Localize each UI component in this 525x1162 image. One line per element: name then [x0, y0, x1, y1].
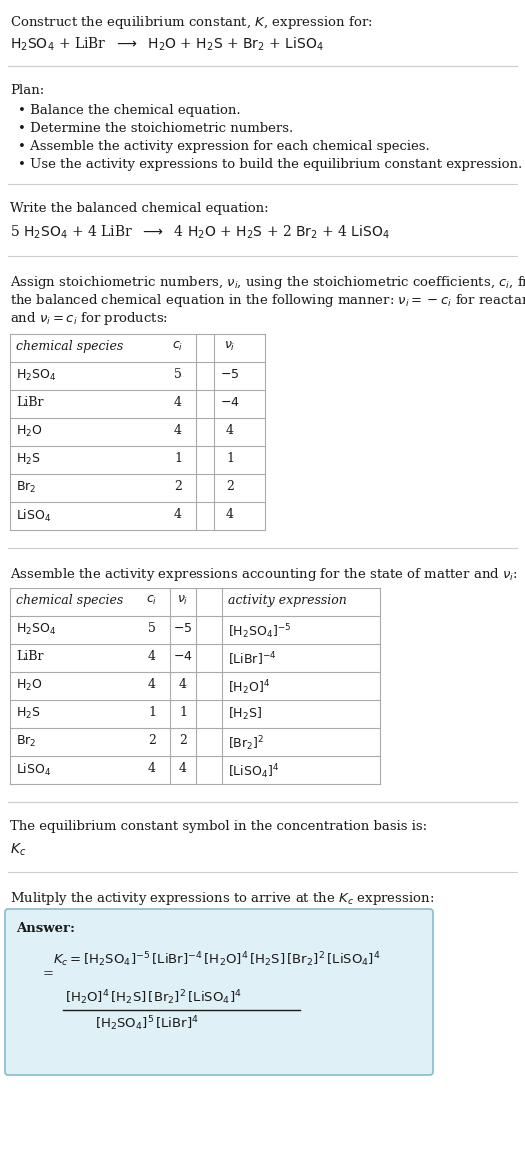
Text: • Assemble the activity expression for each chemical species.: • Assemble the activity expression for e…	[18, 139, 430, 153]
Text: 4: 4	[226, 424, 234, 437]
Text: and $\nu_i = c_i$ for products:: and $\nu_i = c_i$ for products:	[10, 310, 168, 327]
Text: 4: 4	[174, 424, 182, 437]
Text: activity expression: activity expression	[228, 594, 346, 607]
Text: $K_c = [\mathrm{H_2SO_4}]^{-5}\,[\mathrm{LiBr}]^{-4}\,[\mathrm{H_2O}]^{4}\,[\mat: $K_c = [\mathrm{H_2SO_4}]^{-5}\,[\mathrm…	[53, 951, 381, 969]
Text: $\mathrm{H_2SO_4}$ + LiBr  $\longrightarrow$  $\mathrm{H_2O}$ + $\mathrm{H_2S}$ : $\mathrm{H_2SO_4}$ + LiBr $\longrightarr…	[10, 36, 324, 53]
Text: $\nu_i$: $\nu_i$	[224, 340, 236, 353]
Text: $\mathrm{H_2S}$: $\mathrm{H_2S}$	[16, 452, 41, 467]
Text: • Balance the chemical equation.: • Balance the chemical equation.	[18, 105, 240, 117]
Text: $\nu_i$: $\nu_i$	[177, 594, 188, 607]
Text: 5: 5	[148, 622, 156, 634]
Text: the balanced chemical equation in the following manner: $\nu_i = -c_i$ for react: the balanced chemical equation in the fo…	[10, 292, 525, 309]
Text: $-4$: $-4$	[173, 650, 193, 664]
Text: The equilibrium constant symbol in the concentration basis is:: The equilibrium constant symbol in the c…	[10, 820, 427, 833]
Text: $\mathrm{H_2SO_4}$: $\mathrm{H_2SO_4}$	[16, 622, 56, 637]
Text: 5 $\mathrm{H_2SO_4}$ + 4 LiBr  $\longrightarrow$  4 $\mathrm{H_2O}$ + $\mathrm{H: 5 $\mathrm{H_2SO_4}$ + 4 LiBr $\longrigh…	[10, 224, 390, 242]
Text: 1: 1	[148, 706, 156, 719]
Text: LiBr: LiBr	[16, 650, 44, 664]
Text: Assemble the activity expressions accounting for the state of matter and $\nu_i$: Assemble the activity expressions accoun…	[10, 566, 518, 583]
Text: $c_i$: $c_i$	[172, 340, 184, 353]
Text: • Determine the stoichiometric numbers.: • Determine the stoichiometric numbers.	[18, 122, 293, 135]
Text: $\mathrm{H_2S}$: $\mathrm{H_2S}$	[16, 706, 41, 722]
Text: $[\mathrm{H_2S}]$: $[\mathrm{H_2S}]$	[228, 706, 262, 722]
Text: $[\mathrm{H_2SO_4}]^{5}\,[\mathrm{LiBr}]^{4}$: $[\mathrm{H_2SO_4}]^{5}\,[\mathrm{LiBr}]…	[95, 1014, 199, 1033]
Text: Plan:: Plan:	[10, 84, 44, 96]
Text: $[\mathrm{H_2O}]^{4}$: $[\mathrm{H_2O}]^{4}$	[228, 677, 270, 697]
Text: 4: 4	[148, 650, 156, 664]
Text: $[\mathrm{LiSO_4}]^{4}$: $[\mathrm{LiSO_4}]^{4}$	[228, 762, 279, 781]
Text: Answer:: Answer:	[16, 921, 75, 935]
Text: • Use the activity expressions to build the equilibrium constant expression.: • Use the activity expressions to build …	[18, 158, 522, 171]
Text: Write the balanced chemical equation:: Write the balanced chemical equation:	[10, 202, 269, 215]
Text: $c_i$: $c_i$	[146, 594, 158, 607]
Text: $\mathrm{Br_2}$: $\mathrm{Br_2}$	[16, 734, 36, 749]
Text: 4: 4	[226, 508, 234, 521]
FancyBboxPatch shape	[5, 909, 433, 1075]
Text: 4: 4	[148, 677, 156, 691]
Text: $-4$: $-4$	[220, 396, 240, 409]
Text: Mulitply the activity expressions to arrive at the $K_c$ expression:: Mulitply the activity expressions to arr…	[10, 890, 434, 908]
Text: 4: 4	[174, 508, 182, 521]
Text: $K_c$: $K_c$	[10, 842, 26, 859]
Text: $[\mathrm{LiBr}]^{-4}$: $[\mathrm{LiBr}]^{-4}$	[228, 650, 276, 667]
Text: $[\mathrm{H_2SO_4}]^{-5}$: $[\mathrm{H_2SO_4}]^{-5}$	[228, 622, 291, 640]
Text: 4: 4	[179, 762, 187, 775]
Text: 1: 1	[226, 452, 234, 465]
Text: $\mathrm{Br_2}$: $\mathrm{Br_2}$	[16, 480, 36, 495]
Text: 4: 4	[179, 677, 187, 691]
Text: $-5$: $-5$	[173, 622, 193, 634]
Text: LiBr: LiBr	[16, 396, 44, 409]
Text: chemical species: chemical species	[16, 594, 123, 607]
Text: 5: 5	[174, 368, 182, 381]
Text: $-5$: $-5$	[220, 368, 240, 381]
Text: $\mathrm{H_2O}$: $\mathrm{H_2O}$	[16, 677, 43, 693]
Text: 4: 4	[148, 762, 156, 775]
Text: 2: 2	[174, 480, 182, 493]
Text: $\mathrm{LiSO_4}$: $\mathrm{LiSO_4}$	[16, 508, 51, 524]
Text: $\mathrm{H_2O}$: $\mathrm{H_2O}$	[16, 424, 43, 439]
Text: $\mathrm{H_2SO_4}$: $\mathrm{H_2SO_4}$	[16, 368, 56, 383]
Text: 4: 4	[174, 396, 182, 409]
Text: 1: 1	[174, 452, 182, 465]
Text: $\mathrm{LiSO_4}$: $\mathrm{LiSO_4}$	[16, 762, 51, 779]
Text: =: =	[43, 968, 54, 981]
Text: 1: 1	[179, 706, 187, 719]
Text: Construct the equilibrium constant, $K$, expression for:: Construct the equilibrium constant, $K$,…	[10, 14, 373, 31]
Text: 2: 2	[148, 734, 156, 747]
Text: 2: 2	[226, 480, 234, 493]
Text: chemical species: chemical species	[16, 340, 123, 353]
Text: 2: 2	[179, 734, 187, 747]
Text: $[\mathrm{Br_2}]^{2}$: $[\mathrm{Br_2}]^{2}$	[228, 734, 264, 753]
Text: $[\mathrm{H_2O}]^{4}\,[\mathrm{H_2S}]\,[\mathrm{Br_2}]^{2}\,[\mathrm{LiSO_4}]^{4: $[\mathrm{H_2O}]^{4}\,[\mathrm{H_2S}]\,[…	[65, 988, 242, 1006]
Text: Assign stoichiometric numbers, $\nu_i$, using the stoichiometric coefficients, $: Assign stoichiometric numbers, $\nu_i$, …	[10, 274, 525, 290]
